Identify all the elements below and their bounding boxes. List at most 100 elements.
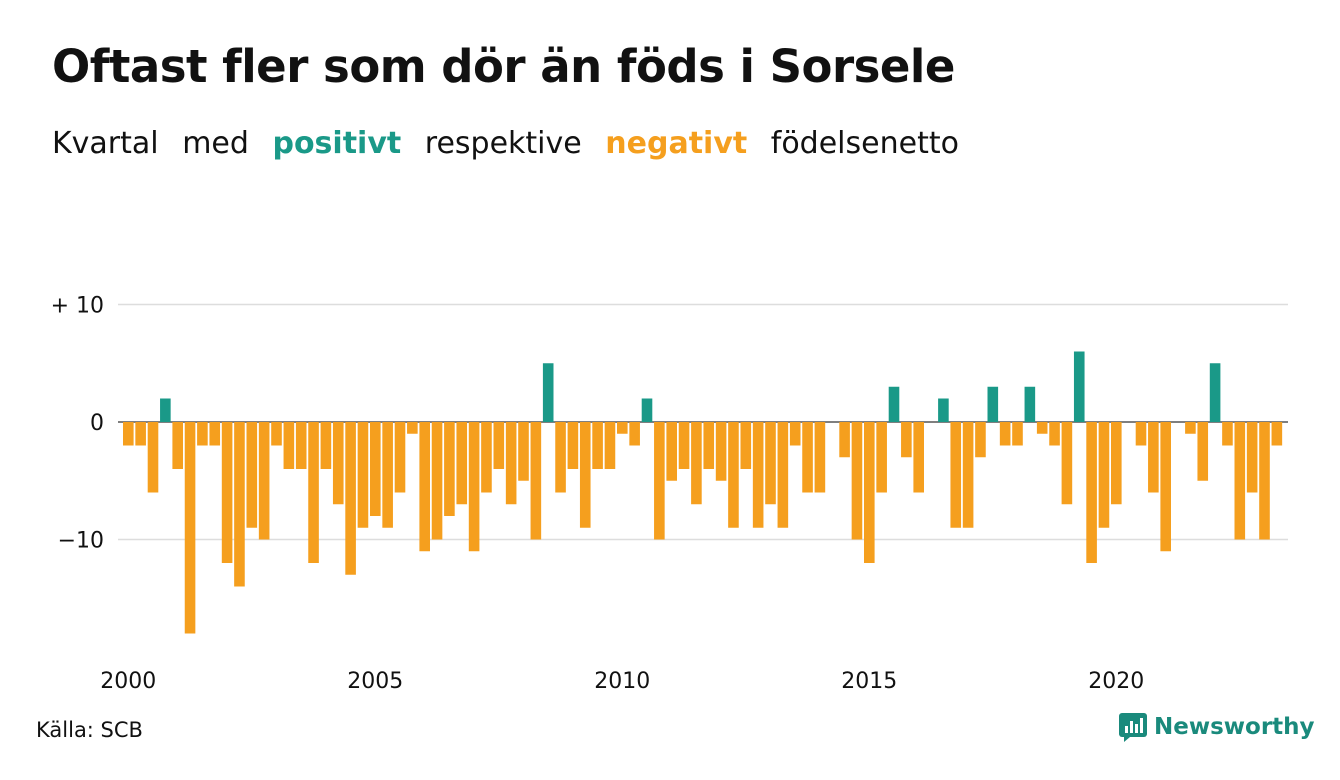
bar-negative — [407, 422, 418, 434]
bar-negative — [740, 422, 752, 469]
bar-negative — [678, 422, 690, 469]
bar-negative — [1086, 422, 1097, 563]
subtitle-negative: negativt — [605, 126, 748, 161]
subtitle-word: Kvartal — [52, 126, 159, 161]
bar-negative — [456, 422, 468, 505]
source-label: Källa: SCB — [36, 718, 143, 742]
y-tick-label: + 10 — [51, 294, 104, 319]
bar-negative — [604, 422, 616, 469]
bar-negative — [518, 422, 529, 481]
bar-negative — [913, 422, 924, 493]
bar-negative — [1222, 422, 1233, 446]
brand-name: Newsworthy — [1154, 714, 1315, 740]
bar-negative — [617, 422, 628, 434]
bar-negative — [1271, 422, 1283, 446]
bar-negative — [419, 422, 430, 552]
bar-negative — [728, 422, 739, 528]
bar-negative — [431, 422, 443, 540]
bar-negative — [703, 422, 715, 469]
bar-negative — [666, 422, 677, 481]
bar-negative — [505, 422, 517, 505]
x-tick-label: 2000 — [100, 669, 156, 694]
bar-positive — [938, 398, 949, 422]
bar-negative — [283, 422, 295, 469]
subtitle-word: med — [182, 126, 249, 161]
bar-positive — [1073, 351, 1085, 422]
bar-positive — [641, 398, 653, 422]
bar-negative — [975, 422, 986, 458]
bar-negative — [295, 422, 307, 469]
bar-negative — [752, 422, 764, 528]
bar-negative — [555, 422, 566, 493]
bar-negative — [184, 422, 196, 634]
bar-positive — [1024, 386, 1036, 422]
x-tick-label: 2010 — [594, 669, 650, 694]
bar-negative — [147, 422, 159, 493]
bar-negative — [654, 422, 665, 540]
x-tick-label: 2005 — [347, 669, 403, 694]
bar-negative — [777, 422, 789, 528]
bar-negative — [382, 422, 393, 528]
bar-negative — [1234, 422, 1246, 540]
bar-negative — [1185, 422, 1196, 434]
bar-negative — [950, 422, 962, 528]
y-tick-label: −10 — [58, 529, 104, 554]
bar-negative — [1246, 422, 1258, 493]
subtitle-word: respektive — [424, 126, 582, 161]
bar-positive — [1209, 363, 1221, 422]
bar-negative — [444, 422, 455, 516]
bar-negative — [999, 422, 1011, 446]
bar-negative — [332, 422, 344, 505]
bar-negative — [308, 422, 319, 563]
y-tick-label: 0 — [90, 411, 104, 436]
bar-negative — [789, 422, 801, 446]
bar-negative — [320, 422, 332, 469]
bar-negative — [814, 422, 826, 493]
bar-negative — [802, 422, 813, 493]
bar-negative — [172, 422, 183, 469]
subtitle-word: födelsenetto — [770, 126, 959, 161]
bar-negative — [1160, 422, 1171, 552]
x-tick-label: 2020 — [1088, 669, 1144, 694]
bar-negative — [1049, 422, 1060, 446]
bar-negative — [1148, 422, 1159, 493]
bar-positive — [160, 398, 171, 422]
bar-negative — [1259, 422, 1270, 540]
bar-negative — [258, 422, 270, 540]
bar-negative — [135, 422, 146, 446]
bar-negative — [209, 422, 221, 446]
bar-negative — [567, 422, 579, 469]
bar-negative — [839, 422, 850, 458]
bar-negative — [629, 422, 640, 446]
bar-negative — [197, 422, 208, 446]
chart-subtitle: Kvartal med positivt respektive negativt… — [52, 126, 973, 161]
bar-negative — [1012, 422, 1023, 446]
bar-negative — [1061, 422, 1073, 505]
subtitle-positive: positivt — [272, 126, 402, 161]
bar-negative — [1197, 422, 1209, 481]
bar-negative — [370, 422, 381, 516]
bar-negative — [493, 422, 505, 469]
x-tick-label: 2015 — [841, 669, 897, 694]
bar-negative — [394, 422, 406, 493]
bar-negative — [579, 422, 591, 528]
bar-negative — [851, 422, 863, 540]
bar-negative — [271, 422, 282, 446]
bar-negative — [530, 422, 542, 540]
bar-negative — [221, 422, 233, 563]
bar-negative — [468, 422, 480, 552]
bar-negative — [1098, 422, 1110, 528]
bar-positive — [888, 386, 900, 422]
bar-negative — [234, 422, 245, 587]
bar-negative — [864, 422, 875, 563]
chart-title: Oftast fler som dör än föds i Sorsele — [52, 40, 955, 93]
bar-negative — [246, 422, 258, 528]
bar-negative — [876, 422, 887, 493]
bar-negative — [691, 422, 702, 505]
bar-negative — [1036, 422, 1048, 434]
bar-positive — [987, 386, 999, 422]
bar-negative — [1135, 422, 1147, 446]
brand-logo: Newsworthy — [1118, 712, 1315, 742]
bar-negative — [1111, 422, 1122, 505]
